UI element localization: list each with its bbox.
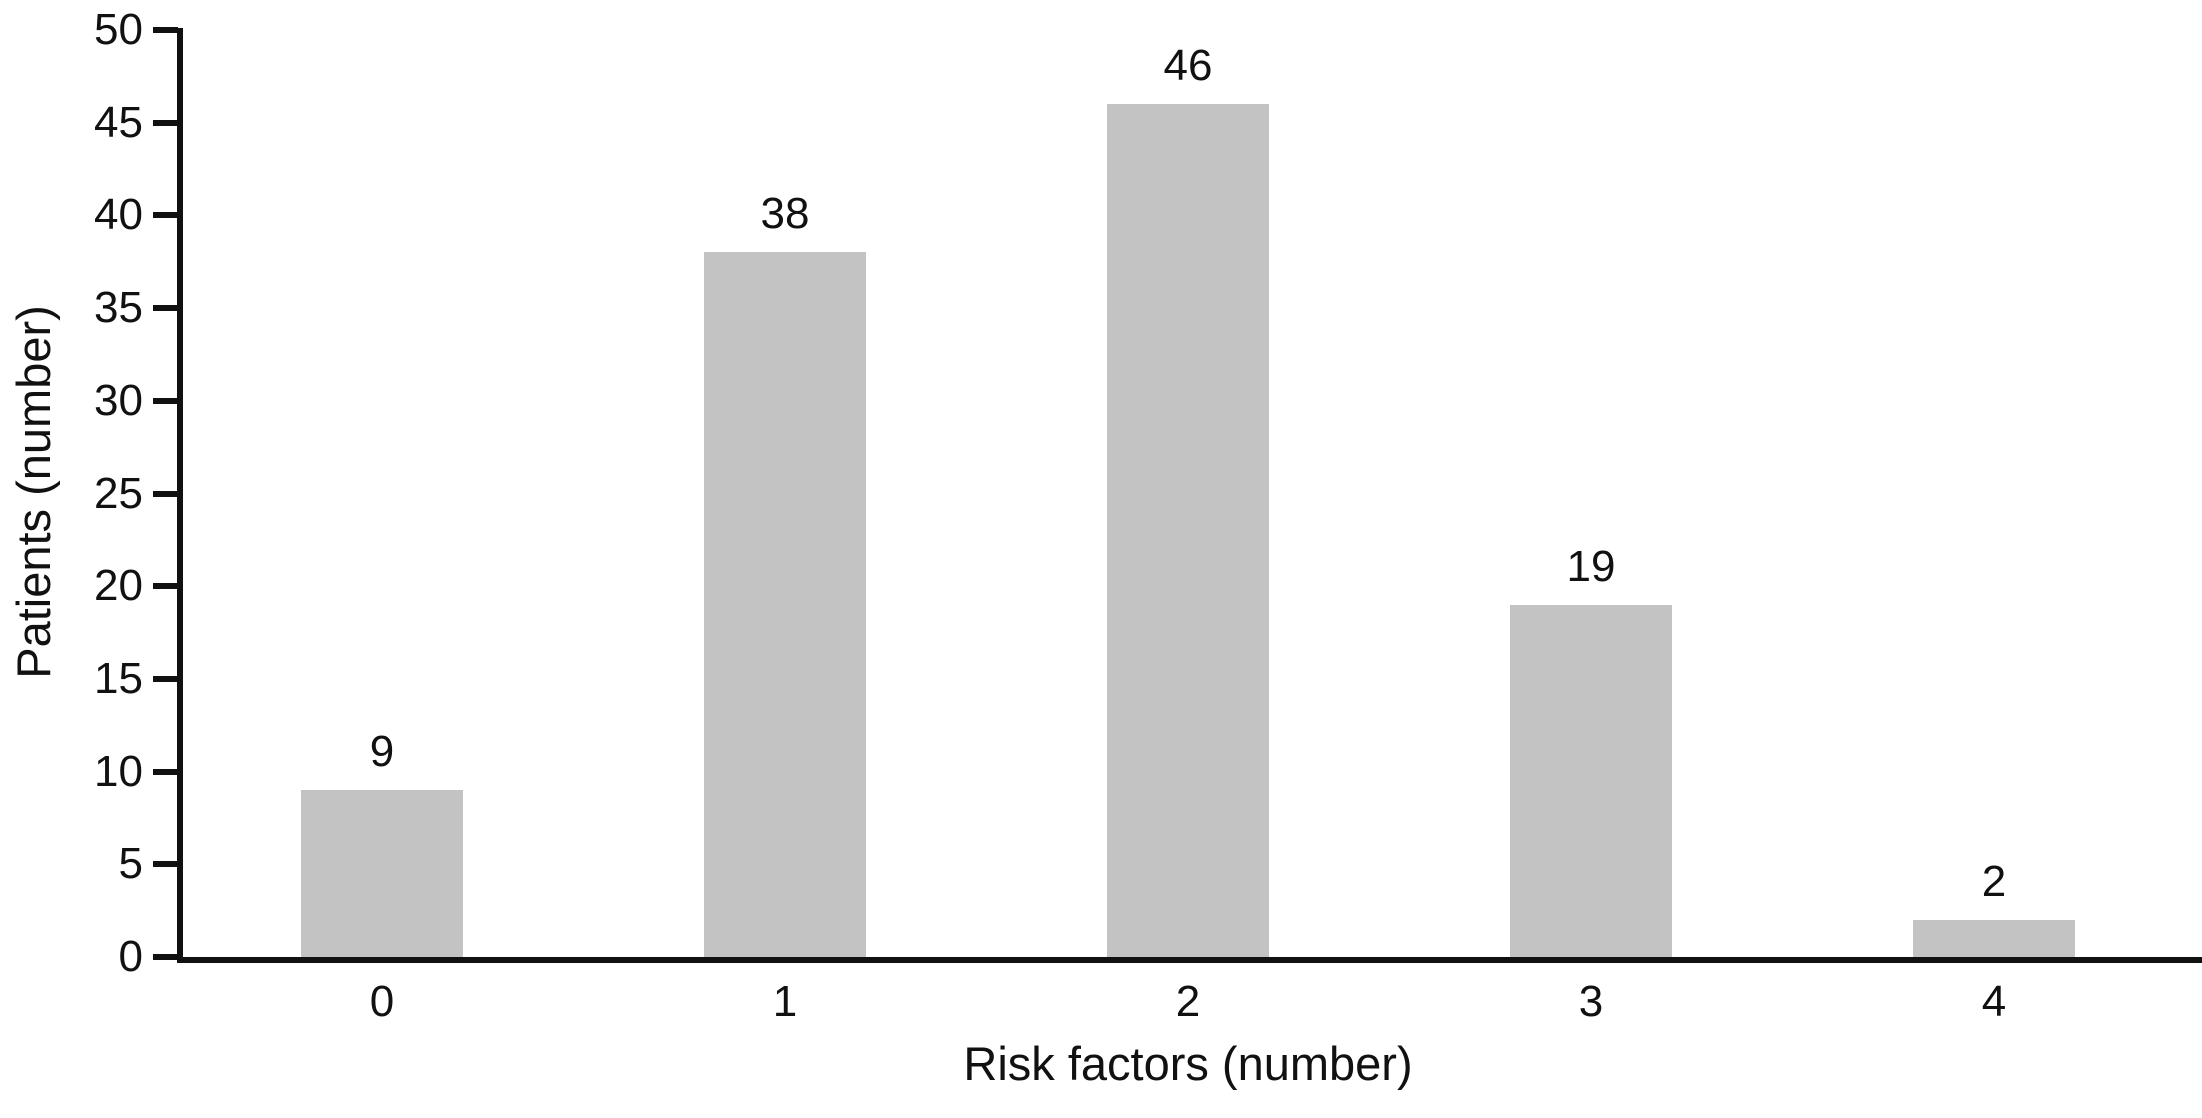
bar-value-label: 2 bbox=[1981, 857, 2007, 906]
y-tick-mark bbox=[153, 119, 178, 126]
x-axis-line bbox=[177, 957, 2202, 963]
y-tick-label: 30 bbox=[94, 375, 143, 425]
x-category-label: 4 bbox=[1981, 977, 2007, 1026]
y-tick-mark bbox=[153, 397, 178, 404]
y-tick-mark bbox=[153, 490, 178, 497]
y-tick-label: 0 bbox=[118, 932, 143, 981]
x-axis-title: Risk factors (number) bbox=[963, 1037, 1413, 1090]
bar-value-label: 38 bbox=[760, 189, 810, 238]
bar-value-label: 9 bbox=[369, 727, 395, 776]
y-tick-label: 20 bbox=[94, 561, 143, 611]
y-tick-mark bbox=[153, 27, 178, 33]
plot-area: 9 38 46 19 2 bbox=[180, 30, 2196, 957]
y-tick-mark bbox=[153, 675, 178, 682]
bar-1 bbox=[704, 252, 866, 957]
y-tick-label: 15 bbox=[94, 653, 143, 703]
y-tick-mark bbox=[153, 212, 178, 219]
bar-value-label: 19 bbox=[1566, 542, 1616, 591]
y-axis-line bbox=[177, 28, 183, 963]
y-tick-label: 35 bbox=[94, 283, 143, 333]
y-tick-label: 50 bbox=[94, 5, 143, 54]
bar-value-label: 46 bbox=[1163, 41, 1213, 90]
y-tick-mark bbox=[153, 305, 178, 312]
bar-4 bbox=[1913, 920, 2075, 957]
bar-0 bbox=[301, 790, 463, 957]
y-tick-label: 25 bbox=[94, 468, 143, 518]
y-tick-label: 10 bbox=[94, 746, 143, 796]
x-category-label: 2 bbox=[1175, 977, 1201, 1026]
y-tick-mark bbox=[153, 583, 178, 590]
y-tick-label: 40 bbox=[94, 190, 143, 240]
y-tick-mark bbox=[153, 954, 178, 960]
y-tick-mark bbox=[153, 768, 178, 775]
y-tick-label: 5 bbox=[118, 839, 143, 889]
bar-3 bbox=[1510, 605, 1672, 957]
x-category-label: 3 bbox=[1578, 977, 1604, 1026]
bar-2 bbox=[1107, 104, 1269, 957]
y-tick-label: 45 bbox=[94, 97, 143, 147]
x-category-label: 0 bbox=[369, 977, 395, 1026]
y-tick-mark bbox=[153, 861, 178, 868]
x-category-label: 1 bbox=[772, 977, 798, 1026]
